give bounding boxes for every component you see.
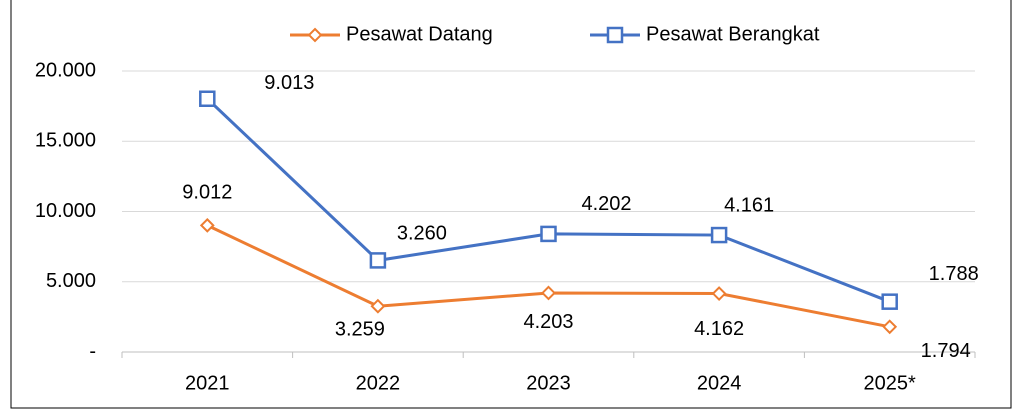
data-label: 9.013 bbox=[264, 72, 314, 94]
y-tick-label: 20.000 bbox=[35, 59, 96, 81]
series-line bbox=[206, 97, 891, 304]
x-tick-label: 2021 bbox=[185, 372, 230, 394]
data-label: 3.259 bbox=[335, 318, 385, 340]
data-label: 4.161 bbox=[724, 194, 774, 216]
y-tick-label: 10.000 bbox=[35, 200, 96, 222]
data-point bbox=[541, 285, 556, 301]
data-point bbox=[540, 225, 557, 243]
y-tick-label: - bbox=[89, 340, 96, 362]
data-point bbox=[711, 286, 727, 301]
data-label: 4.202 bbox=[581, 193, 631, 215]
x-tick-label: 2023 bbox=[526, 372, 571, 394]
data-point bbox=[710, 226, 728, 244]
legend-label: Pesawat Berangkat bbox=[646, 23, 820, 45]
x-tick-label: 2025* bbox=[864, 372, 916, 394]
data-point bbox=[881, 293, 898, 310]
x-tick-label: 2024 bbox=[697, 372, 742, 394]
data-point bbox=[370, 298, 386, 314]
data-label: 4.162 bbox=[694, 318, 744, 340]
data-label: 1.788 bbox=[929, 263, 979, 285]
y-tick-label: 15.000 bbox=[35, 130, 96, 152]
x-tick-label: 2022 bbox=[356, 372, 401, 394]
data-label: 4.203 bbox=[523, 311, 573, 333]
data-label: 9.012 bbox=[182, 182, 232, 204]
data-point bbox=[199, 90, 216, 107]
legend-marker bbox=[606, 26, 624, 44]
data-point bbox=[882, 319, 898, 335]
data-label: 3.260 bbox=[397, 223, 447, 245]
chart-border bbox=[10, 0, 1012, 409]
legend-marker bbox=[307, 27, 323, 43]
y-tick-label: 5.000 bbox=[46, 270, 96, 292]
data-point bbox=[199, 217, 215, 233]
legend-label: Pesawat Datang bbox=[346, 23, 493, 45]
data-point bbox=[369, 252, 387, 269]
data-label: 1.794 bbox=[921, 340, 971, 362]
